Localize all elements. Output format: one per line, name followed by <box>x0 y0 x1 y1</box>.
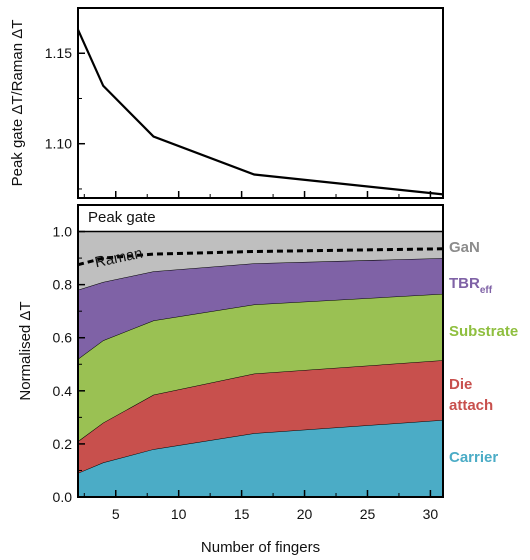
layer-label-substrate: Substrate <box>449 323 518 340</box>
bottom-y-tick-label: 0.2 <box>53 436 73 452</box>
top-y-tick-label: 1.10 <box>45 136 72 152</box>
top-plot-frame <box>77 7 444 199</box>
peak-gate-ratio-line <box>76 29 444 196</box>
x-tick-label: 20 <box>297 506 313 522</box>
area-gan <box>78 231 443 290</box>
layer-label-gan: GaN <box>449 239 480 256</box>
layer-label-die: Die <box>449 376 472 393</box>
layer-label-attach: attach <box>449 397 493 414</box>
x-tick-label: 30 <box>423 506 439 522</box>
x-tick-label: 15 <box>234 506 250 522</box>
layer-label-tbr: TBReff <box>449 275 493 296</box>
area-substrate <box>78 293 443 442</box>
bottom-y-tick-label: 0.8 <box>53 277 73 293</box>
bottom-y-axis-label: Normalised ΔT <box>17 301 34 400</box>
bottom-panel: Peak gate Raman 0.00.20.40.60.81.05 10 15 2… <box>17 191 518 556</box>
layer-label-tbr-subscript: eff <box>480 285 493 296</box>
area-tbr <box>78 258 443 359</box>
x-tick-label: 25 <box>360 506 376 522</box>
bottom-y-tick-label: 0.0 <box>53 489 73 505</box>
peak-gate-annotation: Peak gate <box>88 209 156 226</box>
top-panel: 1.10 1.15 Peak gate ΔT/Raman ΔT <box>9 7 444 199</box>
area-carrier <box>78 420 443 497</box>
bottom-y-tick-label: 0.4 <box>53 383 73 399</box>
peak-gate-band <box>78 205 443 232</box>
top-y-axis-label: Peak gate ΔT/Raman ΔT <box>9 20 26 187</box>
bottom-y-tick-label: 0.6 <box>53 330 73 346</box>
x-tick-label: 5 <box>112 506 120 522</box>
x-axis-label: Number of fingers <box>201 539 320 556</box>
raman-dashed-line <box>77 247 444 267</box>
top-y-tick-label: 1.15 <box>45 45 72 61</box>
layer-label-carrier: Carrier <box>449 449 498 466</box>
x-tick-label: 10 <box>171 506 187 522</box>
area-die <box>78 360 443 474</box>
bottom-y-tick-label: 1.0 <box>53 224 73 240</box>
bottom-plot-frame <box>77 204 444 498</box>
